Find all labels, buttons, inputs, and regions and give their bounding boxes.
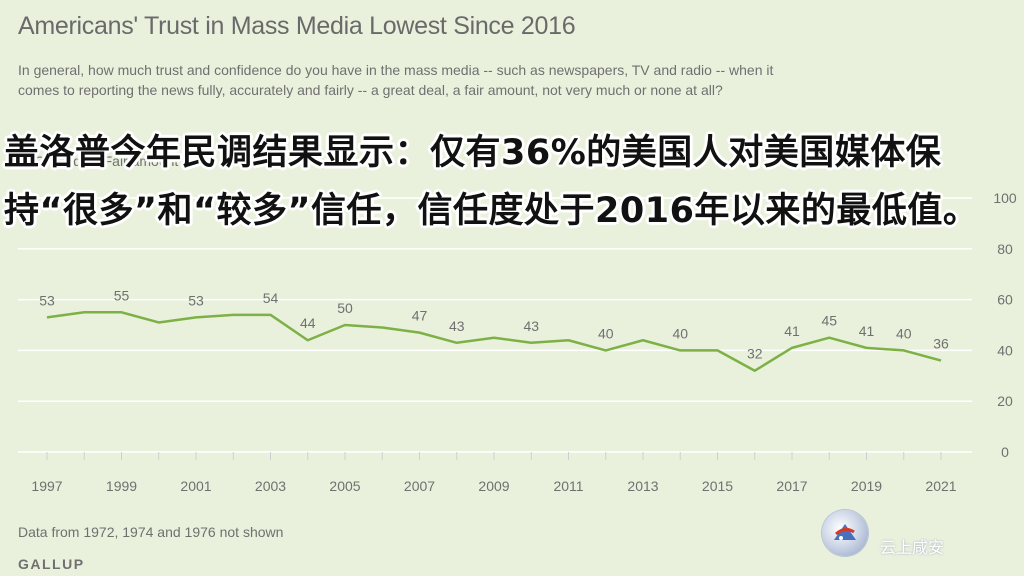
data-label: 55 — [114, 287, 130, 303]
y-tick-label: 100 — [993, 190, 1017, 206]
x-tick-label: 2017 — [776, 478, 807, 494]
x-tick-label: 2013 — [627, 478, 658, 494]
series-line — [46, 311, 942, 372]
x-tick-label: 1999 — [106, 478, 137, 494]
x-tick-label: 2021 — [925, 478, 956, 494]
y-tick-label: 80 — [997, 241, 1013, 257]
x-tick-label: 2009 — [478, 478, 509, 494]
data-label: 43 — [449, 318, 465, 334]
x-tick-label: 2015 — [702, 478, 733, 494]
data-label: 32 — [747, 346, 763, 362]
data-label: 36 — [933, 336, 949, 352]
y-tick-label: 40 — [997, 342, 1013, 358]
x-tick-label: 2003 — [255, 478, 286, 494]
data-label: 41 — [859, 323, 875, 339]
data-label: 43 — [523, 318, 539, 334]
watermark-text: 云上咸安 — [880, 538, 945, 557]
data-label: 40 — [896, 325, 912, 341]
data-label: 47 — [412, 308, 428, 324]
x-tick-label: 1997 — [31, 478, 62, 494]
watermark-logo-icon — [822, 510, 868, 556]
y-tick-label: 60 — [997, 292, 1013, 308]
data-label: 53 — [188, 292, 204, 308]
x-tick-label: 2007 — [404, 478, 435, 494]
data-label: 41 — [784, 323, 800, 339]
y-tick-label: 0 — [1001, 444, 1009, 460]
x-tick-label: 2001 — [180, 478, 211, 494]
data-label: 44 — [300, 315, 316, 331]
x-axis-ticks: 1997 1999 2001 2003 2005 2007 2009 2011 2013 2015… — [31, 452, 957, 494]
data-label: 40 — [598, 325, 614, 341]
data-label: 40 — [672, 325, 688, 341]
trust-series-line — [46, 311, 942, 372]
grid-lines — [18, 197, 972, 453]
survey-question: In general, how much trust and confidenc… — [18, 62, 774, 98]
x-tick-label: 2005 — [329, 478, 360, 494]
footnote: Data from 1972, 1974 and 1976 not shown — [18, 524, 284, 540]
data-label: 50 — [337, 300, 353, 316]
data-label: 53 — [39, 292, 55, 308]
data-labels: 53 55 53 54 44 50 47 43 43 40 40 32 41 45 41 40 36 — [39, 287, 949, 361]
source-brand: GALLUP — [18, 556, 85, 572]
overlay-caption: 盖洛普今年民调结果显示：仅有36%的美国人对美国媒体保持“很多”和“较多”信任，… — [4, 133, 979, 231]
data-label: 45 — [821, 313, 837, 329]
x-tick-label: 2019 — [851, 478, 882, 494]
series-label: % Great deal/Fair amount — [18, 153, 179, 169]
y-axis-ticks: 0 20 40 60 80 100 — [993, 190, 1017, 460]
y-tick-label: 20 — [997, 393, 1013, 409]
data-label: 54 — [263, 290, 279, 306]
chart-title: Americans' Trust in Mass Media Lowest Si… — [18, 12, 576, 40]
x-tick-label: 2011 — [553, 478, 583, 494]
